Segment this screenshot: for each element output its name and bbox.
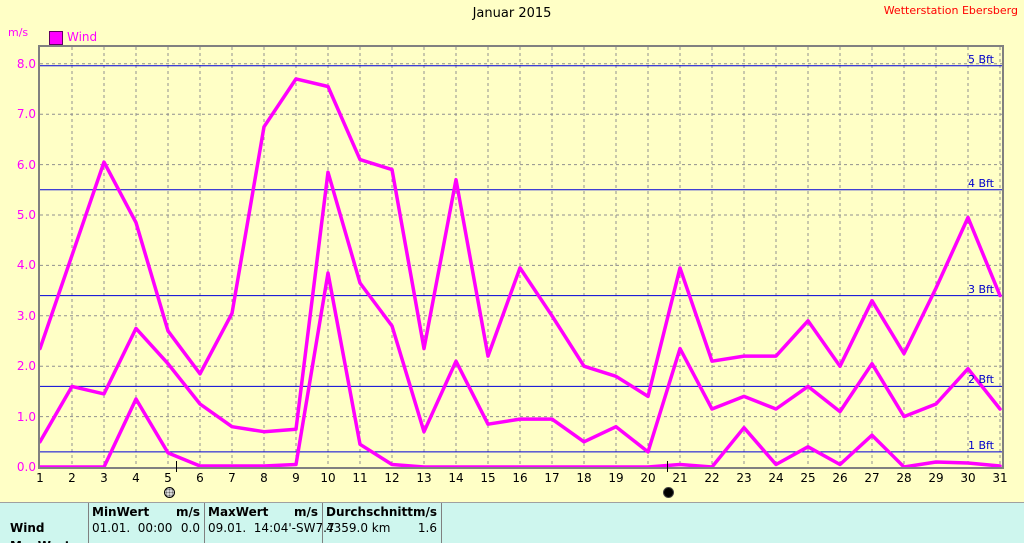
y-tick-label: 7.0	[16, 107, 36, 122]
x-tick-label: 9	[292, 471, 300, 485]
station-name: Wetterstation Ebersberg	[883, 4, 1018, 17]
x-tick-label: 24	[768, 471, 784, 485]
page-title: Januar 2015	[472, 6, 552, 21]
x-tick-label: 10	[320, 471, 336, 485]
wind-max-line	[40, 77, 1002, 399]
table-column-separator	[441, 503, 442, 543]
table-cell-minwert: 01.01. 00:00 0.0	[92, 521, 200, 535]
x-tick-label: 1	[36, 471, 44, 485]
x-tick-label: 17	[544, 471, 560, 485]
x-tick-label: 3	[100, 471, 108, 485]
statistics-table: MinWert m/s MaxWert m/s Durchschnitt m/s Wi…	[0, 502, 1024, 543]
table-column-separator	[322, 503, 323, 543]
table-header-maxwert: MaxWert m/s	[208, 505, 318, 519]
table-row-label-clipped: MaxWert	[10, 538, 100, 543]
y-tick-label: 6.0	[16, 157, 36, 172]
moon-tick	[176, 461, 177, 472]
x-tick-label: 19	[608, 471, 624, 485]
table-column-separator	[88, 503, 89, 543]
x-tick-label: 8	[260, 471, 268, 485]
y-tick-label: 3.0	[16, 308, 36, 323]
table-cell-durchschnitt: 4359.0 km 1.6	[326, 521, 437, 535]
legend-label: Wind	[67, 30, 98, 44]
x-tick-label: 15	[480, 471, 496, 485]
table-cell-maxwert: 09.01. 14:04'-SW 7.7	[208, 521, 335, 535]
x-tick-label: 18	[576, 471, 592, 485]
y-tick-label: 2.0	[16, 359, 36, 374]
y-tick-label: 1.0	[16, 409, 36, 424]
y-tick-label: 0.0	[16, 460, 36, 474]
bft-label: 1 Bft	[967, 438, 994, 452]
x-tick-label: 23	[736, 471, 752, 485]
x-tick-label: 5	[164, 471, 172, 485]
x-tick-label: 6	[196, 471, 204, 485]
x-tick-label: 7	[228, 471, 236, 485]
wind-mean-line	[40, 170, 1002, 454]
bft-label: 5 Bft	[967, 52, 994, 66]
x-tick-label: 20	[640, 471, 656, 485]
y-tick-label: 5.0	[16, 208, 36, 222]
x-tick-label: 27	[864, 471, 880, 485]
bft-label: 3 Bft	[967, 282, 994, 296]
new-moon-icon	[662, 487, 674, 498]
x-tick-label: 16	[512, 471, 528, 485]
bft-label: 4 Bft	[967, 176, 994, 190]
x-tick-label: 4	[132, 471, 140, 485]
full-moon-icon	[164, 487, 176, 498]
x-tick-label: 25	[800, 471, 816, 485]
x-tick-label: 13	[416, 471, 432, 485]
x-tick-label: 21	[672, 471, 688, 485]
x-tick-label: 11	[352, 471, 368, 485]
legend-swatch-icon	[49, 31, 63, 45]
y-tick-label: 8.0	[16, 56, 36, 71]
bft-label: 2 Bft	[967, 373, 994, 387]
x-tick-label: 26	[832, 471, 848, 485]
table-header-durchschnitt: Durchschnitt m/s	[326, 505, 438, 519]
y-axis-unit-label: m/s	[8, 26, 29, 39]
x-tick-label: 14	[448, 471, 464, 485]
table-column-separator	[204, 503, 205, 543]
table-row-label-wind: Wind	[10, 521, 45, 535]
x-tick-label: 2	[68, 471, 76, 485]
table-header-minwert: MinWert m/s	[92, 505, 200, 519]
x-tick-label: 31	[992, 471, 1008, 485]
y-tick-label: 4.0	[16, 258, 36, 273]
wind-min-line	[40, 271, 1002, 467]
wind-line-chart	[40, 47, 1002, 467]
x-tick-label: 28	[896, 471, 912, 485]
moon-tick	[666, 461, 668, 472]
x-tick-label: 29	[928, 471, 944, 485]
x-tick-label: 22	[704, 471, 720, 485]
x-tick-label: 12	[384, 471, 400, 485]
plot-area	[38, 45, 1004, 469]
x-tick-label: 30	[960, 471, 976, 485]
